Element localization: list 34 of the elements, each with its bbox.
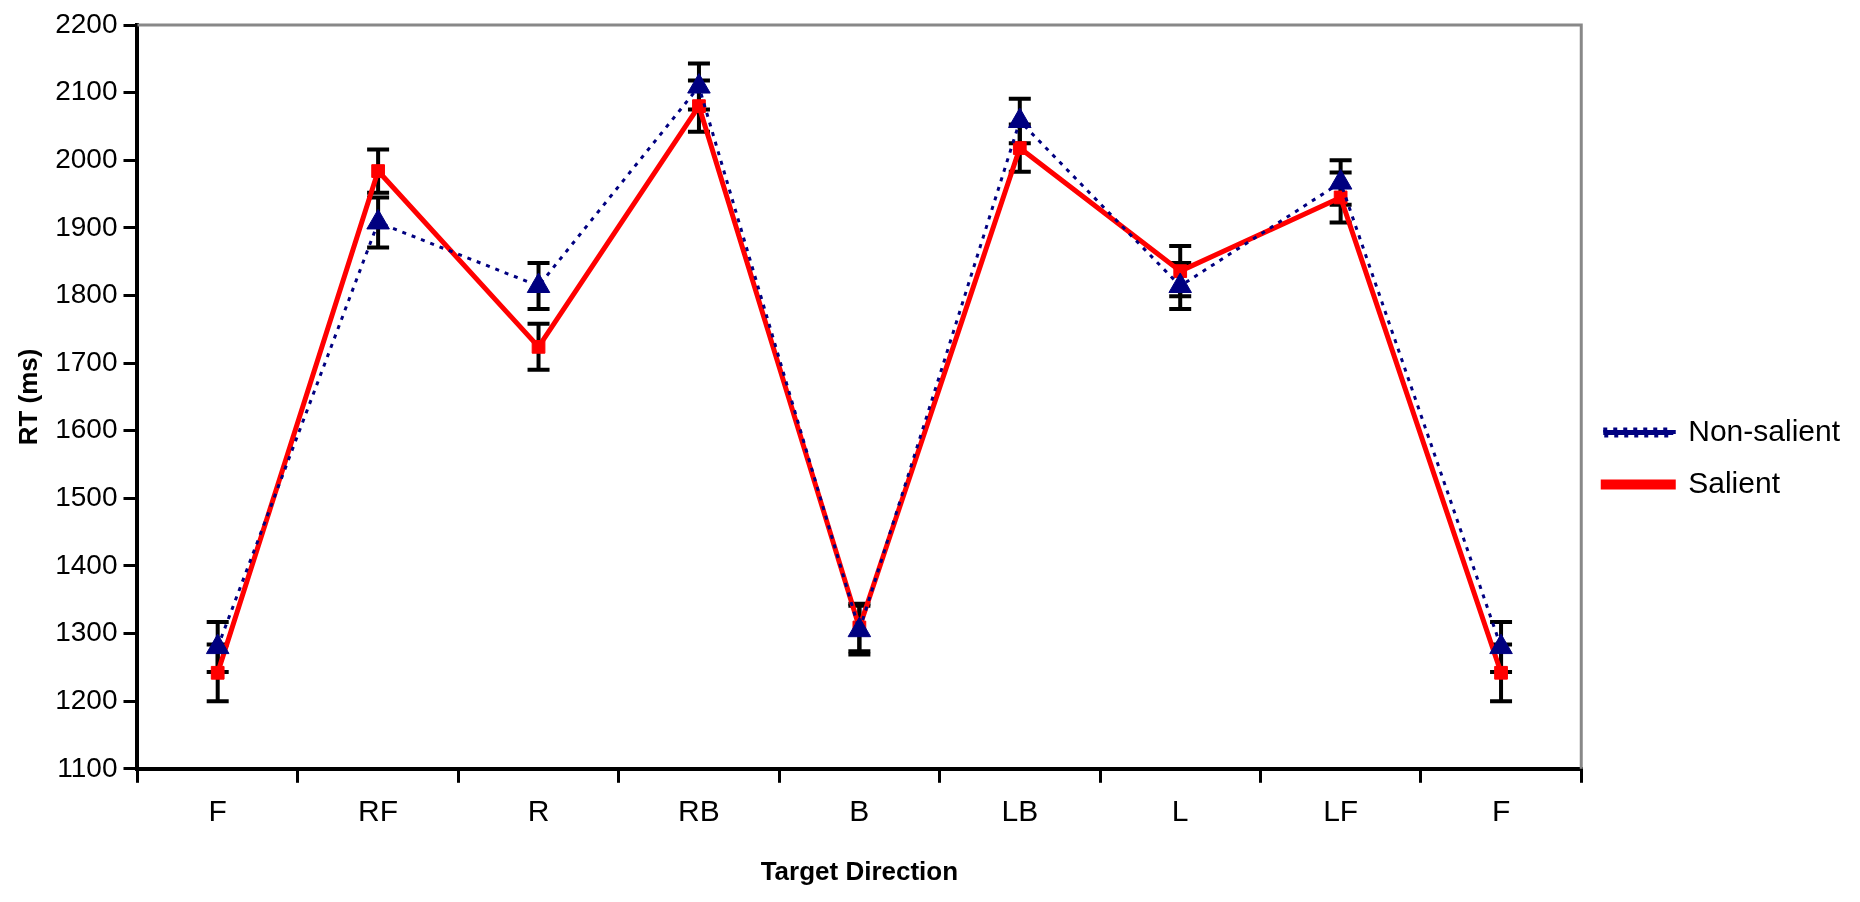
point bbox=[210, 665, 225, 680]
legend-label: Non-salient bbox=[1688, 413, 1841, 447]
y-tick-label: 2200 bbox=[55, 7, 118, 39]
x-tick-label: L bbox=[1171, 794, 1189, 828]
point bbox=[687, 73, 711, 94]
x-tick-label: LF bbox=[1323, 794, 1359, 828]
x-tick-label: F bbox=[208, 794, 227, 828]
point bbox=[1494, 665, 1508, 680]
y-tick-label: 1600 bbox=[55, 413, 118, 445]
point bbox=[1168, 272, 1192, 294]
y-tick-label: 1800 bbox=[55, 278, 118, 310]
y-tick-label: 1900 bbox=[55, 210, 118, 242]
y-tick-label: 1300 bbox=[55, 616, 118, 648]
point bbox=[1008, 107, 1032, 129]
y-tick-label: 1100 bbox=[57, 751, 118, 783]
y-tick-label: 1200 bbox=[55, 683, 118, 715]
y-tick-label: 1500 bbox=[55, 481, 118, 513]
x-tick-label: LB bbox=[1001, 794, 1039, 828]
y-axis-title: RT (ms) bbox=[12, 348, 43, 446]
x-tick-label: RB bbox=[678, 794, 720, 828]
y-tick-label: 1400 bbox=[55, 548, 118, 580]
point bbox=[531, 340, 546, 354]
x-tick-label: B bbox=[849, 794, 870, 828]
y-tick-label: 2100 bbox=[55, 75, 118, 107]
y-tick-label: 2000 bbox=[55, 142, 118, 174]
point bbox=[526, 272, 551, 294]
point bbox=[1328, 169, 1353, 190]
x-axis-title: Target Direction bbox=[760, 855, 959, 886]
point bbox=[366, 208, 390, 230]
legend-label: Salient bbox=[1688, 465, 1781, 499]
x-tick-label: R bbox=[527, 794, 550, 828]
x-tick-label: F bbox=[1491, 794, 1511, 828]
x-tick-label: RF bbox=[358, 794, 399, 828]
y-tick-label: 1700 bbox=[55, 345, 118, 377]
